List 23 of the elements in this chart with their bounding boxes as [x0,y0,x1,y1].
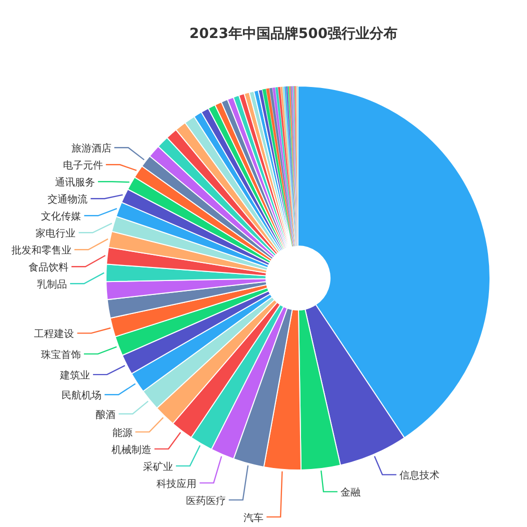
slice-label: 金融 [340,486,360,499]
slice-label: 民航机场 [62,390,102,402]
slice-label: 工程建设 [34,328,74,340]
slice-label: 能源 [112,426,132,439]
slice-label: 家电行业 [36,228,76,240]
slice-label: 乳制品 [37,278,68,291]
slice-label: 旅游酒店 [71,142,112,155]
slice-label: 机械制造 [111,444,152,456]
slice-label: 汽车 [244,512,264,524]
slice-label: 医药医疗 [186,494,226,507]
chart-title: 2023年中国品牌500强行业分布 [189,26,398,42]
slice-label: 建筑业 [59,370,90,382]
slice-label: 珠宝首饰 [40,348,81,361]
slice-label: 交通物流 [48,194,88,206]
slice-label: 科技应用 [156,478,197,490]
slice-label: 批发和零售业 [11,244,72,257]
slice-label: 信息技术 [399,470,440,482]
slice-label: 通讯服务 [54,176,95,189]
slice-label: 采矿业 [142,460,173,473]
slice-label: 文化传媒 [41,210,82,223]
slice-label: 食品饮料 [28,262,68,274]
slice-label: 酿酒 [96,408,116,421]
slice-label: 电子元件 [62,160,103,172]
